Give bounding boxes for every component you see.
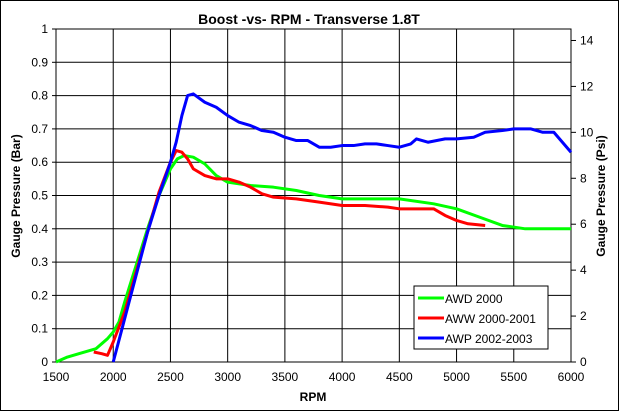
x-tick-label: 3000 bbox=[214, 370, 241, 384]
y2-axis-label: Gauge Pressure (Psi) bbox=[594, 135, 608, 256]
y2-tick-label: 0 bbox=[580, 355, 587, 369]
y2-tick-label: 2 bbox=[580, 309, 587, 323]
y-axis-label: Gauge Pressure (Bar) bbox=[9, 134, 23, 257]
y2-tick-label: 14 bbox=[580, 33, 594, 47]
x-tick-label: 2000 bbox=[100, 370, 127, 384]
y-tick-label: 0 bbox=[41, 355, 48, 369]
y-tick-label: 0.9 bbox=[31, 55, 48, 69]
y2-tick-label: 10 bbox=[580, 125, 594, 139]
x-tick-label: 3500 bbox=[272, 370, 299, 384]
x-tick-label: 4000 bbox=[329, 370, 356, 384]
y2-tick-label: 4 bbox=[580, 263, 587, 277]
axes: 1500 2000 2500 3000 3500 4000 4500 5000 5500 6000… bbox=[31, 22, 593, 384]
x-tick-label: 4500 bbox=[386, 370, 413, 384]
series-lines bbox=[55, 92, 573, 364]
y2-tick-label: 8 bbox=[580, 171, 587, 185]
legend-label: AWW 2000-2001 bbox=[445, 312, 536, 326]
y-tick-label: 0.4 bbox=[31, 222, 48, 236]
legend: AWD 2000 AWW 2000-2001 AWP 2002-2003 bbox=[413, 285, 549, 350]
x-tick-label: 1500 bbox=[43, 370, 70, 384]
x-tick-label: 6000 bbox=[558, 370, 585, 384]
x-tick-label: 5500 bbox=[500, 370, 527, 384]
y2-tick-label: 12 bbox=[580, 79, 594, 93]
x-axis-label: RPM bbox=[300, 390, 327, 404]
plot-area-border bbox=[55, 28, 572, 363]
series-line-1 bbox=[55, 154, 571, 364]
y-tick-label: 0.7 bbox=[31, 122, 48, 136]
x-tick-label: 5000 bbox=[443, 370, 470, 384]
y-tick-label: 1 bbox=[41, 22, 48, 36]
y-tick-label: 0.8 bbox=[31, 89, 48, 103]
y-tick-label: 0.3 bbox=[31, 255, 48, 269]
y-tick-label: 0.5 bbox=[31, 189, 48, 203]
legend-label: AWP 2002-2003 bbox=[445, 332, 533, 346]
y2-tick-label: 6 bbox=[580, 217, 587, 231]
chart-title: Boost -vs- RPM - Transverse 1.8T bbox=[198, 11, 420, 27]
legend-label: AWD 2000 bbox=[445, 292, 503, 306]
series-line-3 bbox=[111, 92, 573, 363]
y-tick-label: 0.2 bbox=[31, 288, 48, 302]
y-tick-label: 0.6 bbox=[31, 155, 48, 169]
y-tick-label: 0.1 bbox=[31, 322, 48, 336]
x-tick-label: 2500 bbox=[157, 370, 184, 384]
